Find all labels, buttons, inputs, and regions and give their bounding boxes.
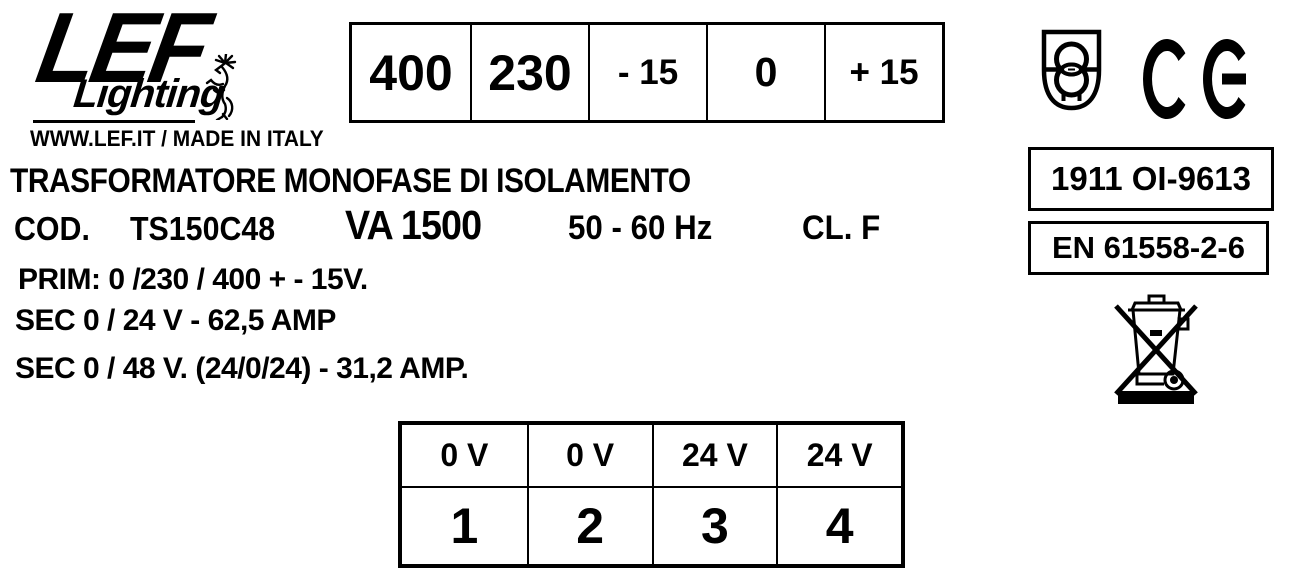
product-title: TRASFORMATORE MONOFASE DI ISOLAMENTO <box>10 162 691 200</box>
terminal-voltage-cell: 24 V <box>776 425 901 486</box>
power-rating: VA 1500 <box>345 202 482 248</box>
horse-icon <box>193 54 248 120</box>
weee-crossed-bin-icon <box>1110 292 1202 404</box>
voltage-cell: - 15 <box>588 25 706 120</box>
terminal-voltage-cell: 0 V <box>526 425 652 486</box>
cod-label: COD. <box>14 210 90 247</box>
product-code: TS150C48 <box>130 210 276 247</box>
voltage-cell: 0 <box>706 25 824 120</box>
standard-box: EN 61558-2-6 <box>1028 221 1269 275</box>
primary-voltage-table: 400 230 - 15 0 + 15 <box>349 22 945 123</box>
terminal-number-cell: 4 <box>776 486 901 564</box>
terminal-voltage-cell: 24 V <box>651 425 777 486</box>
standard-number: EN 61558-2-6 <box>1051 230 1245 265</box>
voltage-cell: 400 <box>369 44 453 101</box>
brand-url-line: WWW.LEF.IT / MADE IN ITALY <box>30 126 324 151</box>
approval-number: 1911 OI-9613 <box>1051 160 1251 197</box>
terminal-voltage-cell: 0 V <box>440 437 489 473</box>
logo-underline <box>33 120 195 123</box>
voltage-cell: 230 <box>470 25 588 120</box>
secondary-24v-spec-line: SEC 0 / 24 V - 62,5 AMP <box>15 304 336 337</box>
terminal-number-cell: 2 <box>526 486 652 564</box>
primary-spec-line: PRIM: 0 /230 / 400 + - 15V. <box>18 263 368 296</box>
voltage-cell: + 15 <box>824 25 942 120</box>
terminal-number-cell: 1 <box>402 486 527 564</box>
frequency-rating: 50 - 60 Hz <box>568 209 713 247</box>
secondary-48v-spec-line: SEC 0 / 48 V. (24/0/24) - 31,2 AMP. <box>15 352 469 385</box>
terminal-table: 0 V 0 V 24 V 24 V 1 2 3 4 <box>398 421 905 568</box>
terminal-number-cell: 3 <box>651 486 777 564</box>
ce-mark-icon <box>1142 38 1260 120</box>
safety-isolating-transformer-icon <box>1040 28 1103 112</box>
insulation-class: CL. F <box>802 209 881 247</box>
approval-number-box: 1911 OI-9613 <box>1028 147 1274 211</box>
